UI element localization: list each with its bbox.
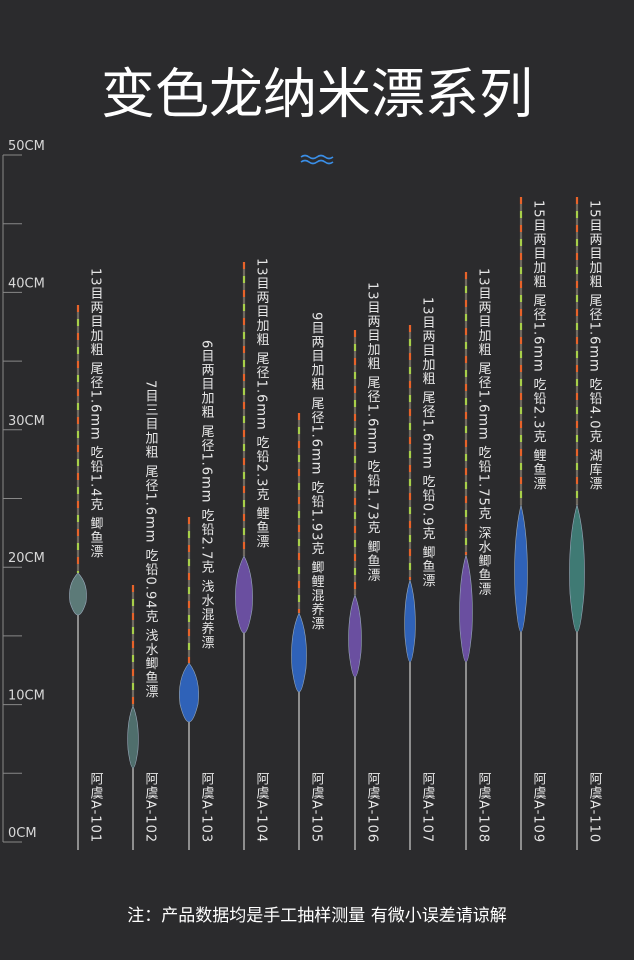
float	[404, 325, 416, 850]
title: 变色龙纳米漂系列	[101, 63, 533, 126]
float	[69, 305, 87, 850]
float-desc: 13目两目加粗 尾径1.6mm 吃铅2.3克 鲤鱼漂	[254, 258, 270, 549]
float-model: 阿虞A-104	[254, 772, 270, 843]
float	[235, 262, 253, 850]
ruler-label: 40CM	[8, 276, 45, 291]
note: 注：产品数据均是手工抽样测量 有微小误差请谅解	[127, 906, 506, 926]
float	[179, 517, 199, 850]
float-desc: 15目两目加粗 尾径1.6mm 吃铅2.3克 鲤鱼漂	[531, 200, 547, 491]
float-model: 阿虞A-105	[309, 772, 325, 843]
ruler-label: 10CM	[8, 689, 45, 704]
float-body	[291, 612, 307, 693]
float-desc: 6目两目加粗 尾径1.6mm 吃铅2.7克 浅水混养漂	[199, 340, 215, 649]
wave-icon	[300, 154, 334, 165]
float-desc: 15目两目加粗 尾径1.6mm 吃铅4.0克 湖库漂	[587, 200, 603, 491]
float-model: 阿虞A-101	[88, 772, 104, 843]
ruler-label: 20CM	[8, 551, 45, 566]
float-desc: 13目两目加粗 尾径1.6mm 吃铅1.75克 深水鲫鱼漂	[476, 268, 492, 596]
float	[127, 585, 139, 850]
float-body	[348, 594, 362, 678]
float	[348, 330, 362, 850]
float-body	[569, 503, 585, 633]
float-desc: 13目两目加粗 尾径1.6mm 吃铅1.73克 鲫鱼漂	[365, 282, 381, 582]
float-body	[235, 555, 253, 634]
float-model: 阿虞A-102	[143, 772, 159, 843]
float-model: 阿虞A-110	[587, 772, 603, 843]
float-body	[179, 662, 199, 723]
float-model: 阿虞A-108	[476, 772, 492, 843]
float	[291, 413, 307, 850]
float-body	[514, 504, 528, 633]
float-model: 阿虞A-106	[365, 772, 381, 843]
float-body	[459, 553, 473, 663]
float-body	[69, 572, 87, 616]
float	[459, 272, 473, 850]
float-desc: 13目两目加粗 尾径1.6mm 吃铅1.4克 鲫鱼漂	[88, 268, 104, 559]
float-model: 阿虞A-109	[531, 772, 547, 843]
float	[569, 197, 585, 850]
float-model: 阿虞A-107	[420, 772, 436, 843]
ruler-label: 30CM	[8, 414, 45, 429]
float-body	[404, 578, 416, 663]
float-desc: 13目两目加粗 尾径1.6mm 吃铅0.9克 鲫鱼漂	[420, 297, 436, 588]
ruler-label: 50CM	[8, 139, 45, 154]
float-desc: 9目两目加粗 尾径1.6mm 吃铅1.93克 鲫鲤混养漂	[309, 312, 325, 631]
float-model: 阿虞A-103	[199, 772, 215, 843]
float-body	[127, 705, 139, 769]
ruler-label: 0CM	[8, 826, 37, 841]
float	[514, 197, 528, 850]
float-desc: 7目三目加粗 尾径1.6mm 吃铅0.94克 浅水鲫鱼漂	[143, 380, 159, 699]
